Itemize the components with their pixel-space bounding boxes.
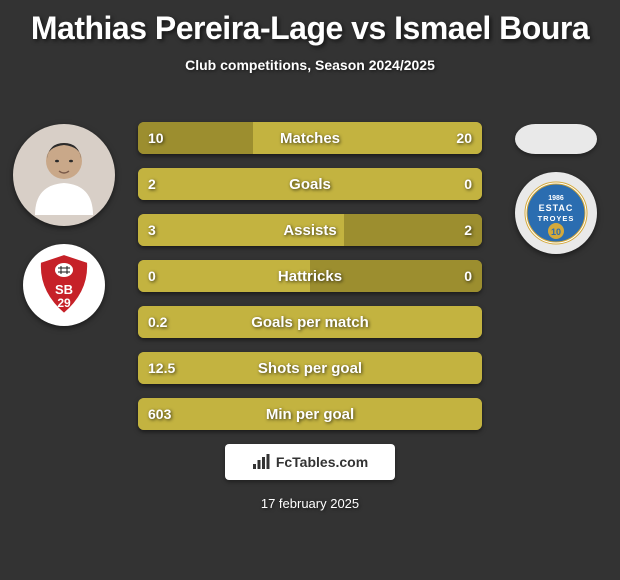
right-player-column: 1986 ESTAC TROYES 10 xyxy=(500,124,612,272)
player-right-club-badge: 1986 ESTAC TROYES 10 xyxy=(515,172,597,254)
stat-row: 20Goals xyxy=(138,168,482,200)
date-text: 17 february 2025 xyxy=(261,496,359,511)
player-left-avatar xyxy=(13,124,115,226)
left-player-column: SB 29 xyxy=(8,124,120,344)
svg-text:29: 29 xyxy=(57,296,71,310)
page-subtitle: Club competitions, Season 2024/2025 xyxy=(0,57,620,73)
stat-row: 603Min per goal xyxy=(138,398,482,430)
club-crest-icon: 1986 ESTAC TROYES 10 xyxy=(521,178,591,248)
stat-label: Matches xyxy=(138,130,482,147)
svg-text:ESTAC: ESTAC xyxy=(539,203,574,213)
stat-row: 1020Matches xyxy=(138,122,482,154)
stat-label: Hattricks xyxy=(138,268,482,285)
player-left-club-badge: SB 29 xyxy=(23,244,105,326)
stat-row: 0.2Goals per match xyxy=(138,306,482,338)
player-right-avatar-placeholder xyxy=(515,124,597,154)
stat-label: Assists xyxy=(138,222,482,239)
shield-icon: SB 29 xyxy=(34,252,94,318)
svg-text:TROYES: TROYES xyxy=(538,214,575,223)
svg-text:10: 10 xyxy=(551,227,561,237)
page-title: Mathias Pereira-Lage vs Ismael Boura xyxy=(0,0,620,47)
stat-row: 32Assists xyxy=(138,214,482,246)
stat-label: Goals per match xyxy=(138,314,482,331)
stat-label: Min per goal xyxy=(138,406,482,423)
svg-text:SB: SB xyxy=(55,282,73,297)
stat-row: 12.5Shots per goal xyxy=(138,352,482,384)
branding-badge[interactable]: FcTables.com xyxy=(225,444,395,480)
stat-label: Goals xyxy=(138,176,482,193)
person-silhouette-icon xyxy=(29,135,99,215)
svg-text:1986: 1986 xyxy=(548,195,564,202)
stats-container: 1020Matches 20Goals 32Assists 00Hattricks 0.… xyxy=(138,122,482,444)
stat-label: Shots per goal xyxy=(138,360,482,377)
stat-row: 00Hattricks xyxy=(138,260,482,292)
bar-chart-icon xyxy=(252,454,270,470)
branding-text: FcTables.com xyxy=(276,454,368,470)
